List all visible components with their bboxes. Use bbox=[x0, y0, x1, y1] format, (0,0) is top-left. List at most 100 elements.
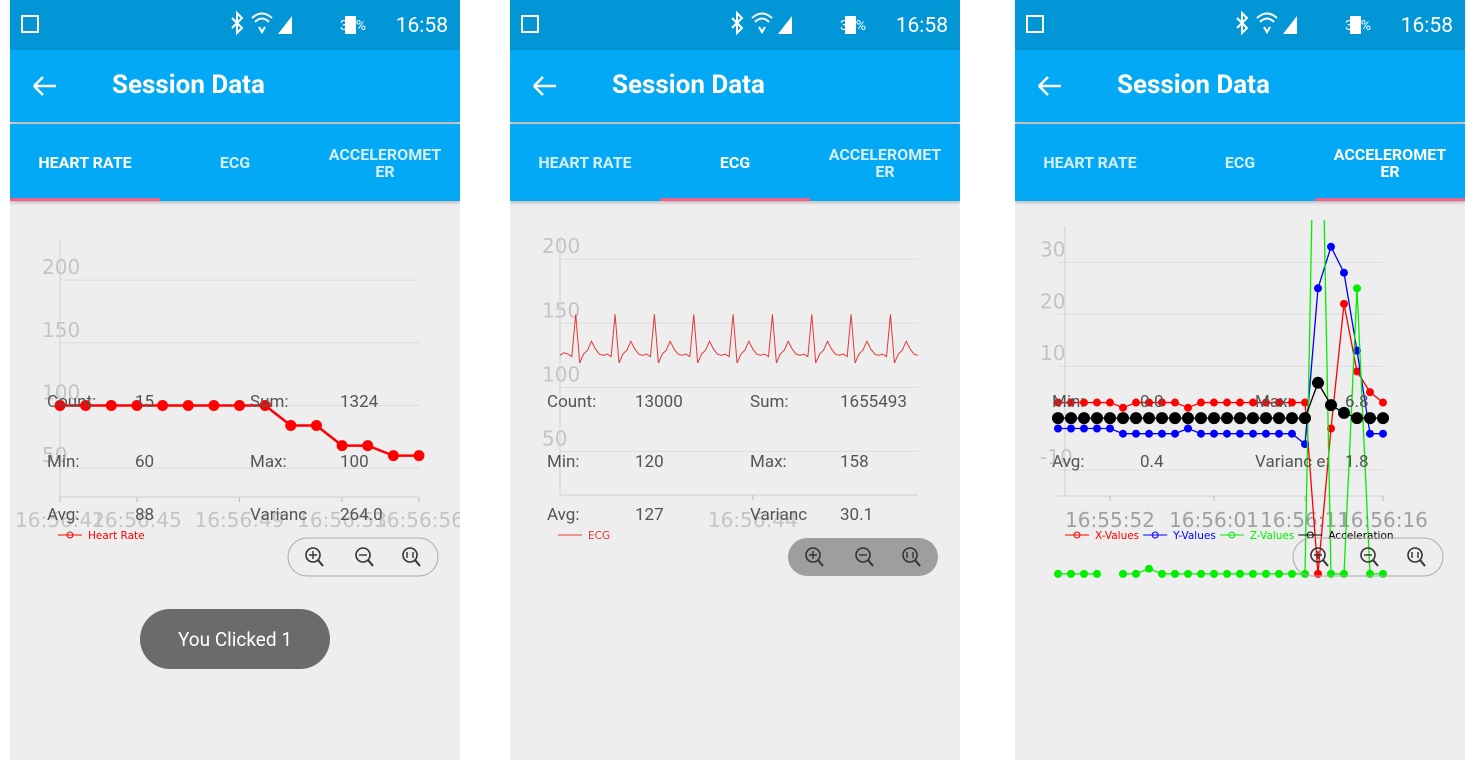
tab[interactable]: HEART RATE bbox=[510, 124, 660, 201]
stat-value: 100 bbox=[340, 452, 369, 472]
data-point bbox=[387, 450, 399, 462]
zoom-handle bbox=[414, 559, 421, 567]
x-tick-label: 16:56:11 bbox=[1260, 508, 1350, 532]
status-bar: 39% 16:58 bbox=[1015, 0, 1465, 50]
data-point bbox=[1171, 398, 1179, 407]
stat-value: 6.8 bbox=[1345, 392, 1369, 412]
legend-label: ECG bbox=[588, 530, 610, 542]
back-button[interactable] bbox=[1033, 66, 1073, 106]
data-point bbox=[1171, 569, 1179, 578]
tab[interactable]: HEART RATE bbox=[10, 124, 160, 201]
tab[interactable]: ECG bbox=[160, 124, 310, 201]
tab[interactable]: ACCELEROMETER bbox=[310, 124, 460, 201]
data-point bbox=[1275, 569, 1283, 578]
data-point bbox=[1184, 403, 1192, 412]
data-point bbox=[1106, 398, 1114, 407]
data-point bbox=[1080, 398, 1088, 407]
stat-value: 88 bbox=[135, 505, 155, 525]
data-point bbox=[1106, 424, 1114, 433]
tab-label: ECG bbox=[219, 153, 251, 172]
zoom-icon[interactable] bbox=[1360, 547, 1376, 563]
y-tick-label: 150 bbox=[542, 298, 580, 322]
tab[interactable]: ECG bbox=[1165, 124, 1315, 201]
data-point bbox=[1275, 398, 1283, 407]
zoom-controls[interactable] bbox=[287, 537, 439, 577]
data-point bbox=[1223, 569, 1231, 578]
legend-label: Z-Values bbox=[1250, 530, 1295, 542]
data-point bbox=[208, 399, 220, 411]
data-point bbox=[1208, 412, 1220, 425]
data-point bbox=[1132, 429, 1140, 438]
y-tick-label: -10 bbox=[1040, 445, 1073, 469]
data-point bbox=[1379, 398, 1387, 407]
data-point bbox=[1351, 412, 1363, 425]
zoom-icon[interactable] bbox=[855, 547, 871, 563]
zoom-icon[interactable] bbox=[805, 547, 821, 563]
stat-value: 264.0 bbox=[340, 505, 383, 525]
data-point bbox=[1366, 569, 1374, 578]
tab[interactable]: ACCELEROMETER bbox=[810, 124, 960, 201]
data-point bbox=[1080, 569, 1088, 578]
stat-label: Min: bbox=[1052, 392, 1085, 412]
toast: You Clicked 1 bbox=[140, 609, 330, 669]
back-button[interactable] bbox=[28, 66, 68, 106]
data-point bbox=[1091, 412, 1103, 425]
tab[interactable]: ACCELEROMETER bbox=[1315, 124, 1465, 201]
tab[interactable]: HEART RATE bbox=[1015, 124, 1165, 201]
tab-indicator bbox=[10, 198, 160, 201]
data-point bbox=[1080, 424, 1088, 433]
data-point bbox=[1119, 403, 1127, 412]
tab-label: ECG bbox=[1224, 153, 1256, 172]
bluetooth-icon bbox=[1236, 10, 1249, 36]
zoom-icon[interactable] bbox=[1310, 547, 1326, 563]
data-point bbox=[1327, 569, 1335, 578]
zoom-pill bbox=[287, 537, 439, 577]
data-point bbox=[1249, 398, 1257, 407]
chart: -10 10 20 30 16:55:52 16:56:01 16:56:1116:56:1… bbox=[1040, 220, 1444, 578]
data-point bbox=[1132, 569, 1140, 578]
back-button[interactable] bbox=[528, 66, 568, 106]
data-point bbox=[80, 399, 92, 411]
data-point bbox=[1223, 429, 1231, 438]
data-point bbox=[1078, 412, 1090, 425]
zoom-icon[interactable] bbox=[1407, 547, 1423, 563]
data-point bbox=[1119, 429, 1127, 438]
zoom-glyph bbox=[1314, 551, 1322, 559]
data-point bbox=[1314, 569, 1322, 578]
stat-label: Min: bbox=[547, 452, 580, 472]
data-point bbox=[1312, 376, 1324, 389]
stat-label: Count: bbox=[47, 392, 97, 412]
data-point bbox=[1104, 412, 1116, 425]
zoom-icon[interactable] bbox=[902, 547, 918, 563]
data-point bbox=[336, 440, 348, 452]
tab-label: HEART RATE bbox=[1043, 153, 1137, 172]
data-point bbox=[131, 399, 143, 411]
tab[interactable]: ECG bbox=[660, 124, 810, 201]
data-point bbox=[1143, 412, 1155, 425]
zoom-icon[interactable] bbox=[402, 547, 418, 563]
stat-label: Max: bbox=[250, 452, 287, 472]
data-point bbox=[54, 399, 66, 411]
app-bar: Session Data bbox=[510, 50, 960, 122]
zoom-controls[interactable] bbox=[788, 538, 938, 576]
data-point bbox=[1288, 429, 1296, 438]
data-point bbox=[1379, 569, 1387, 578]
data-point bbox=[1249, 569, 1257, 578]
x-tick-label: 16:56:01 bbox=[1169, 508, 1259, 532]
zoom-icon[interactable] bbox=[355, 547, 371, 563]
zoom-icon[interactable] bbox=[305, 547, 321, 563]
zoom-handle bbox=[1372, 559, 1379, 567]
y-tick-label: 200 bbox=[542, 234, 580, 258]
stat-label: Count: bbox=[547, 392, 597, 412]
zoom-handle bbox=[1419, 559, 1426, 567]
clock: 16:58 bbox=[1400, 14, 1453, 38]
back-arrow bbox=[1038, 76, 1061, 96]
status-bar: 38% 16:58 bbox=[10, 0, 460, 50]
zoom-handle bbox=[867, 559, 874, 567]
zoom-controls[interactable] bbox=[1292, 537, 1444, 577]
data-point bbox=[1171, 429, 1179, 438]
data-point bbox=[1301, 398, 1309, 407]
tab-label: ACCELEROMETER bbox=[1333, 144, 1447, 181]
data-point bbox=[1130, 412, 1142, 425]
